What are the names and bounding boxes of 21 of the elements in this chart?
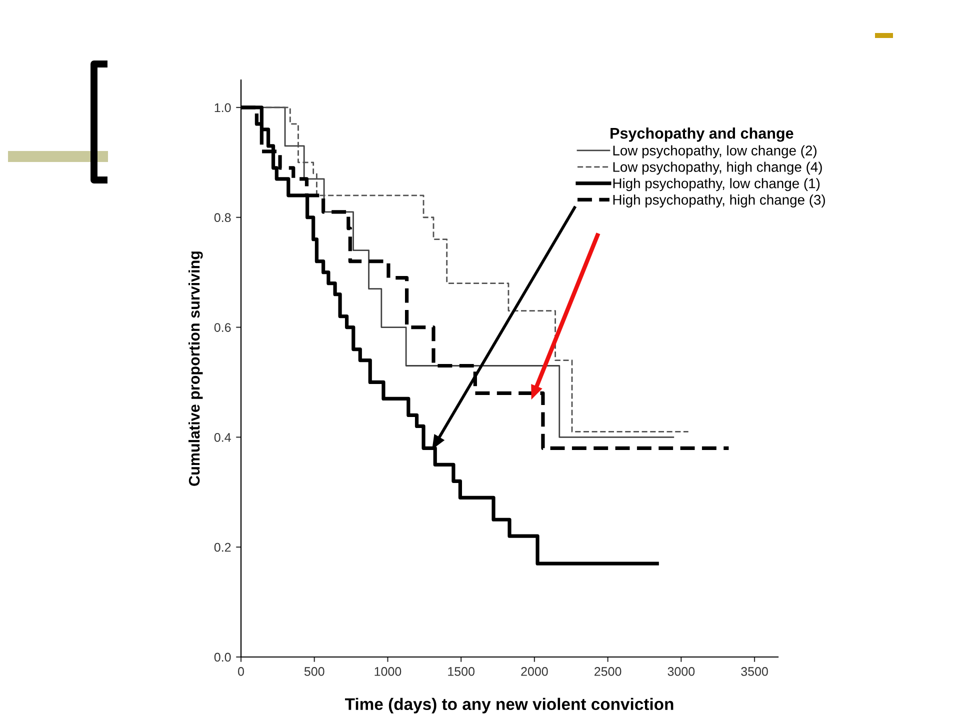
- legend-label: High psychopathy, low change (1): [613, 178, 820, 192]
- x-tick-label: 3500: [741, 667, 768, 676]
- x-axis-title: Time (days) to any new violent conviction: [345, 698, 674, 714]
- x-tick-label: 2500: [594, 667, 622, 676]
- x-tick-label: 2000: [521, 667, 548, 676]
- y-tick-label: 1.0: [214, 103, 231, 112]
- y-tick-label: 0.0: [214, 652, 231, 662]
- x-tick-label: 500: [304, 667, 324, 676]
- x-tick-label: 1000: [374, 667, 402, 676]
- x-tick-label: 1500: [448, 667, 474, 676]
- y-tick-label: 0.2: [214, 542, 231, 552]
- y-tick-label: 0.8: [214, 213, 231, 222]
- y-axis-title: Cumulative proportion surviving: [188, 252, 203, 486]
- legend-label: High psychopathy, high change (3): [613, 194, 825, 208]
- legend-label: Low psychopathy, high change (4): [613, 162, 822, 175]
- y-tick-label: 0.6: [214, 323, 231, 332]
- x-tick-label: 0: [238, 667, 244, 676]
- legend-label: Low psychopathy, low change (2): [613, 145, 816, 158]
- y-tick-label: 0.4: [214, 432, 231, 442]
- legend-title: Psychopathy and change: [610, 128, 794, 142]
- x-tick-label: 3000: [668, 667, 695, 676]
